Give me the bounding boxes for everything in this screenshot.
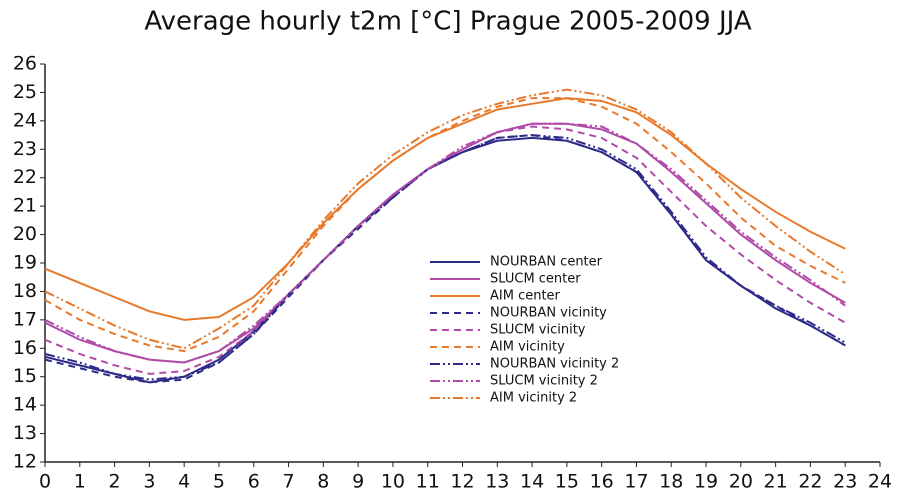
y-tick-label: 25 — [13, 81, 37, 103]
y-tick-label: 18 — [13, 280, 37, 302]
x-tick-label: 10 — [381, 471, 405, 493]
x-tick-label: 12 — [450, 471, 474, 493]
y-tick-label: 17 — [13, 308, 37, 330]
series-line — [44, 134, 846, 381]
y-tick-label: 23 — [13, 138, 37, 160]
x-tick-label: 24 — [868, 471, 892, 493]
chart-title: Average hourly t2m [°C] Prague 2005-2009… — [144, 7, 751, 37]
x-tick-label: 14 — [520, 471, 544, 493]
legend-label: AIM center — [490, 289, 561, 304]
y-tick-label: 26 — [13, 53, 37, 75]
y-tick-label: 15 — [13, 365, 37, 387]
x-tick-label: 11 — [416, 471, 440, 493]
y-tick-label: 13 — [13, 422, 37, 444]
x-tick-label: 9 — [352, 471, 364, 493]
x-tick-label: 5 — [213, 471, 225, 493]
legend-label: AIM vicinity 2 — [490, 391, 577, 406]
x-tick-label: 4 — [178, 471, 190, 493]
x-tick-label: 3 — [143, 471, 155, 493]
x-tick-label: 2 — [109, 471, 121, 493]
y-tick-label: 14 — [13, 394, 37, 416]
x-tick-label: 8 — [317, 471, 329, 493]
y-tick-label: 12 — [13, 451, 37, 473]
x-tick-label: 15 — [555, 471, 579, 493]
legend-label: NOURBAN center — [490, 255, 603, 270]
series-line — [44, 97, 846, 353]
legend-label: SLUCM vicinity — [490, 323, 586, 338]
series-line — [44, 136, 846, 384]
legend-label: SLUCM vicinity 2 — [490, 374, 598, 389]
legend-label: NOURBAN vicinity — [490, 306, 607, 321]
y-tick-label: 21 — [13, 195, 37, 217]
x-tick-label: 23 — [833, 471, 857, 493]
x-tick-label: 7 — [282, 471, 294, 493]
y-tick-label: 24 — [13, 109, 37, 131]
x-tick-label: 1 — [74, 471, 86, 493]
series-line — [44, 125, 846, 375]
x-tick-label: 18 — [659, 471, 683, 493]
x-tick-label: 17 — [624, 471, 648, 493]
x-tick-label: 22 — [798, 471, 822, 493]
series-line — [44, 122, 846, 364]
series-line — [44, 134, 846, 384]
series-line — [44, 97, 846, 321]
y-tick-label: 22 — [13, 166, 37, 188]
x-tick-label: 20 — [729, 471, 753, 493]
legend-label: SLUCM center — [490, 272, 581, 287]
y-tick-label: 16 — [13, 337, 37, 359]
series-line — [44, 88, 846, 350]
x-tick-label: 21 — [764, 471, 788, 493]
x-tick-label: 6 — [248, 471, 260, 493]
x-tick-label: 0 — [39, 471, 51, 493]
x-tick-label: 19 — [694, 471, 718, 493]
x-tick-label: 13 — [485, 471, 509, 493]
legend-label: NOURBAN vicinity 2 — [490, 357, 619, 372]
x-tick-label: 16 — [590, 471, 614, 493]
y-tick-label: 20 — [13, 223, 37, 245]
y-tick-label: 19 — [13, 252, 37, 274]
legend-label: AIM vicinity — [490, 340, 565, 355]
